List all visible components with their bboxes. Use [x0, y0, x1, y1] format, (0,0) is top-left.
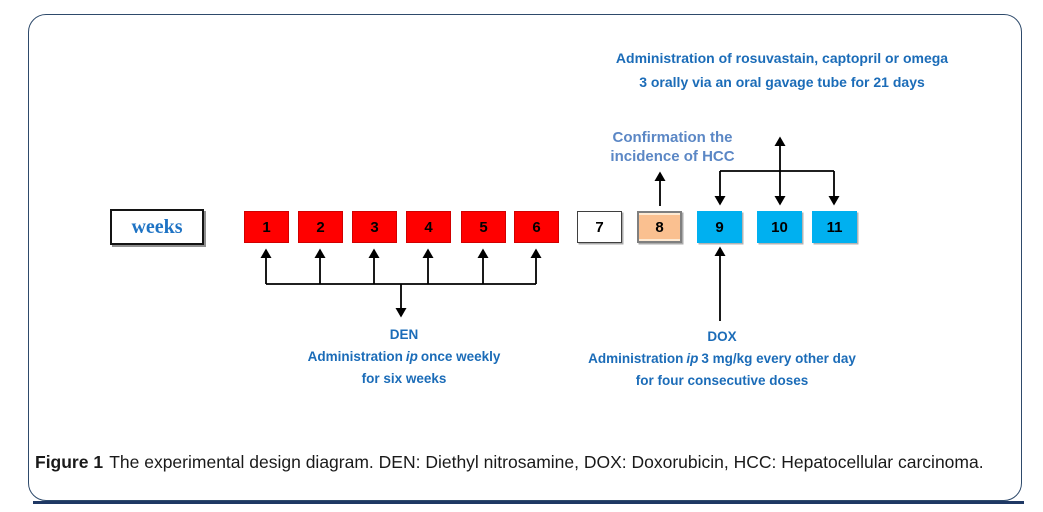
week-box-2: 2	[298, 211, 343, 243]
dox-line2: for four consecutive doses	[635, 373, 809, 388]
figure-rounded-border	[28, 14, 1022, 501]
figure-caption-label: Figure 1	[35, 452, 104, 472]
den-note: DEN Administration ip once weekly for six …	[292, 324, 516, 390]
dox-route-abbrev: ip	[686, 351, 699, 366]
week-box-8: 8	[637, 211, 682, 243]
week-box-10: 10	[757, 211, 802, 243]
figure-caption-text: The experimental design diagram. DEN: Di…	[109, 452, 984, 472]
oral-treatment-note: Administration of rosuvastain, captopril…	[615, 50, 949, 90]
week-box-6: 6	[514, 211, 559, 243]
dox-note: DOX Administration ip 3 mg/kg every other …	[557, 326, 887, 392]
figure-caption: Figure 1 The experimental design diagram.…	[35, 452, 1015, 473]
week-box-1: 1	[244, 211, 289, 243]
week-box-3: 3	[352, 211, 397, 243]
week-box-7: 7	[577, 211, 622, 243]
week-box-5: 5	[461, 211, 506, 243]
den-title: DEN	[389, 327, 419, 342]
week-box-4: 4	[406, 211, 451, 243]
dox-title: DOX	[707, 329, 737, 344]
figure-bottom-shadow	[33, 501, 1024, 504]
den-line1: Administration ip once weekly	[307, 349, 501, 364]
week-box-11: 11	[812, 211, 857, 243]
dox-line1: Administration ip 3 mg/kg every other day	[588, 351, 856, 366]
weeks-label: weeks	[131, 215, 183, 238]
den-line2: for six weeks	[361, 371, 447, 386]
confirmation-note: Confirmation the incidence of HCC	[610, 129, 735, 165]
weeks-legend-box: weeks	[110, 209, 204, 245]
week-box-9: 9	[697, 211, 742, 243]
den-route-abbrev: ip	[405, 349, 418, 364]
